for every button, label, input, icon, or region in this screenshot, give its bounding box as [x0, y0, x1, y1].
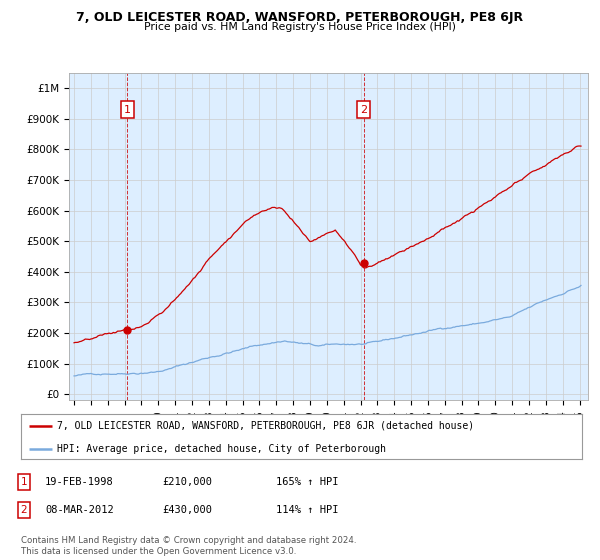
Text: 7, OLD LEICESTER ROAD, WANSFORD, PETERBOROUGH, PE8 6JR (detached house): 7, OLD LEICESTER ROAD, WANSFORD, PETERBO…	[58, 421, 475, 431]
Text: 165% ↑ HPI: 165% ↑ HPI	[276, 477, 338, 487]
Text: 114% ↑ HPI: 114% ↑ HPI	[276, 505, 338, 515]
Text: 2: 2	[20, 505, 28, 515]
Text: HPI: Average price, detached house, City of Peterborough: HPI: Average price, detached house, City…	[58, 444, 386, 454]
Text: £210,000: £210,000	[162, 477, 212, 487]
Text: Price paid vs. HM Land Registry's House Price Index (HPI): Price paid vs. HM Land Registry's House …	[144, 22, 456, 32]
Text: £430,000: £430,000	[162, 505, 212, 515]
Text: 7, OLD LEICESTER ROAD, WANSFORD, PETERBOROUGH, PE8 6JR: 7, OLD LEICESTER ROAD, WANSFORD, PETERBO…	[76, 11, 524, 24]
Text: 19-FEB-1998: 19-FEB-1998	[45, 477, 114, 487]
Text: Contains HM Land Registry data © Crown copyright and database right 2024.
This d: Contains HM Land Registry data © Crown c…	[21, 536, 356, 556]
Text: 1: 1	[124, 105, 131, 115]
Text: 1: 1	[20, 477, 28, 487]
Text: 08-MAR-2012: 08-MAR-2012	[45, 505, 114, 515]
Text: 2: 2	[360, 105, 367, 115]
